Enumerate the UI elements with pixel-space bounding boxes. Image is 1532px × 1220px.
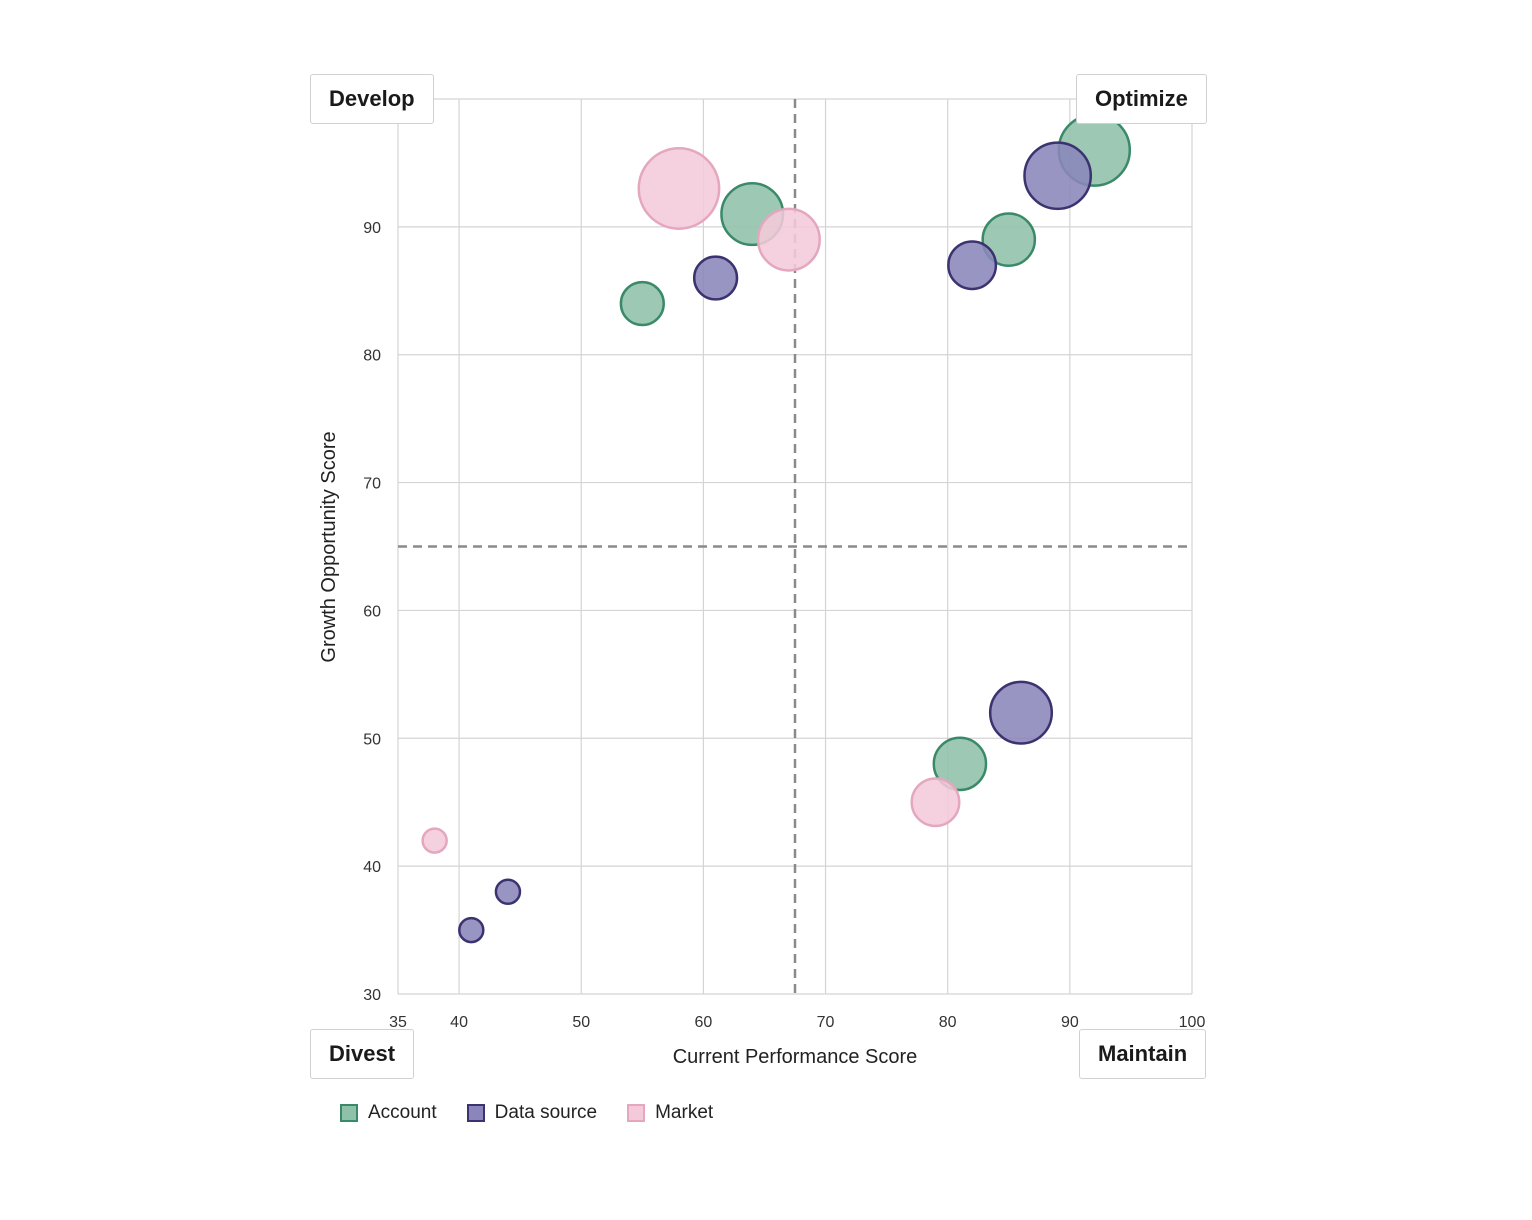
y-tick-label: 40 xyxy=(363,859,381,876)
bubble-market[interactable] xyxy=(421,827,448,854)
bubble-data-source[interactable] xyxy=(1023,141,1093,211)
legend-label-data-source: Data source xyxy=(494,1102,598,1123)
bubble-account[interactable] xyxy=(981,212,1037,267)
bubble-market[interactable] xyxy=(637,147,721,230)
bubble-data-source[interactable] xyxy=(947,240,998,291)
legend-swatch-account xyxy=(340,1104,358,1122)
bubble-data-source[interactable] xyxy=(458,916,485,944)
bubbles xyxy=(421,113,1132,944)
legend-item-data-source[interactable]: Data source xyxy=(466,1102,598,1124)
x-tick-label: 60 xyxy=(694,1014,712,1031)
legend: Account Data source Market xyxy=(340,1102,743,1124)
x-axis-label: Current Performance Score xyxy=(673,1046,918,1068)
y-tick-label: 60 xyxy=(363,603,381,620)
x-tick-label: 80 xyxy=(939,1014,957,1031)
quadrant-label-divest: Divest xyxy=(310,1029,415,1079)
x-tick-label: 35 xyxy=(389,1014,407,1031)
bubble-data-source[interactable] xyxy=(494,878,522,905)
legend-swatch-data-source xyxy=(466,1104,485,1122)
x-tick-label: 50 xyxy=(572,1014,590,1031)
axis-ticks: 35 40 50 60 70 80 90 100 30 40 50 60 70 80 90 xyxy=(363,220,1205,1031)
bubble-account[interactable] xyxy=(619,280,665,327)
x-tick-label: 70 xyxy=(817,1014,835,1031)
quadrant-label-maintain: Maintain xyxy=(1079,1029,1207,1079)
y-tick-label: 30 xyxy=(363,987,381,1004)
quadrant-label-develop: Develop xyxy=(310,74,434,124)
bubble-account[interactable] xyxy=(932,736,988,792)
legend-swatch-market xyxy=(627,1104,646,1122)
x-tick-label: 100 xyxy=(1179,1014,1206,1031)
y-tick-label: 70 xyxy=(363,476,381,493)
legend-label-market: Market xyxy=(655,1102,714,1123)
quadrant-label-optimize: Optimize xyxy=(1076,74,1207,124)
legend-item-account[interactable]: Account xyxy=(340,1102,437,1124)
y-tick-label: 50 xyxy=(363,731,381,748)
reference-lines xyxy=(398,99,1192,994)
y-tick-label: 90 xyxy=(363,220,381,237)
bubble-data-source[interactable] xyxy=(988,680,1054,745)
x-tick-label: 40 xyxy=(450,1014,468,1031)
legend-label-account: Account xyxy=(368,1102,437,1123)
bubble-data-source[interactable] xyxy=(692,255,739,301)
bubble-market[interactable] xyxy=(910,777,961,828)
y-tick-label: 80 xyxy=(363,348,381,365)
legend-item-market[interactable]: Market xyxy=(627,1102,713,1124)
y-axis-label: Growth Opportunity Score xyxy=(318,431,340,662)
bubble-market[interactable] xyxy=(756,207,821,272)
x-tick-label: 90 xyxy=(1061,1014,1079,1031)
